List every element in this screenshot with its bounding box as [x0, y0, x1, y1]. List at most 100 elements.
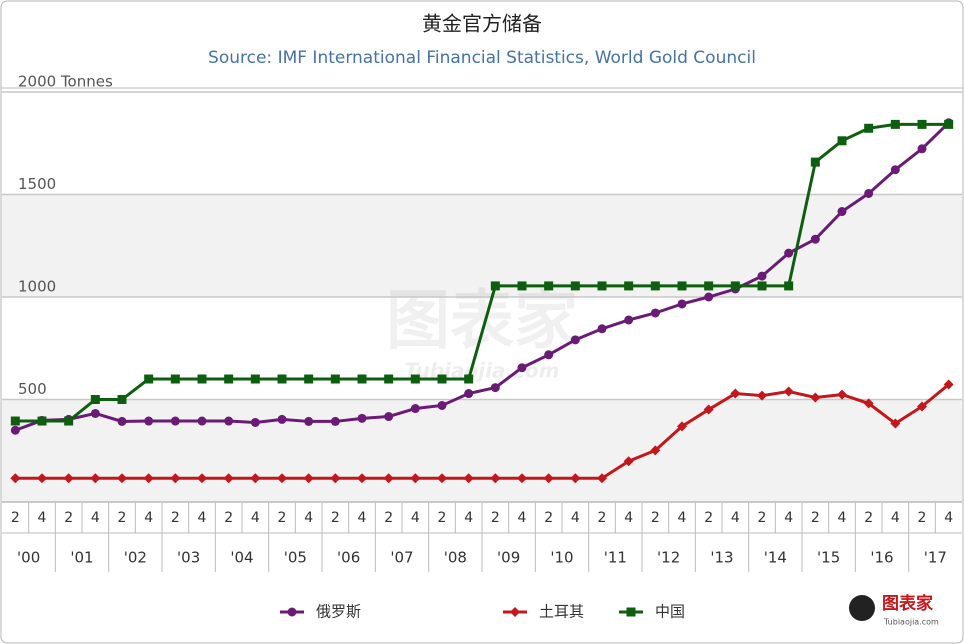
point — [117, 473, 127, 484]
point — [144, 416, 154, 426]
x-tick-label: 2 — [491, 510, 500, 526]
chart-title: 黄金官方储备 — [422, 12, 542, 36]
plot-band — [2, 194, 962, 297]
point — [224, 374, 234, 384]
x-group-label: '00 — [17, 549, 40, 567]
legend-label: 中国 — [655, 603, 685, 621]
point — [864, 188, 874, 198]
x-group-label: '05 — [284, 549, 307, 567]
point — [677, 281, 687, 291]
point — [810, 392, 821, 403]
point — [864, 123, 874, 133]
point — [890, 418, 901, 429]
point — [837, 389, 847, 400]
legend-marker — [287, 607, 297, 617]
x-group-label: '14 — [764, 549, 787, 567]
point — [464, 374, 474, 384]
x-tick-label: 4 — [304, 510, 313, 526]
point — [277, 473, 287, 484]
point — [730, 388, 741, 399]
point — [10, 425, 20, 435]
x-tick-label: 2 — [224, 510, 233, 526]
point — [463, 473, 474, 484]
x-tick-label: 2 — [864, 510, 873, 526]
point — [197, 374, 207, 384]
point — [544, 350, 554, 360]
point — [677, 299, 687, 309]
point — [250, 473, 261, 484]
point — [490, 281, 500, 291]
x-tick-label: 4 — [678, 510, 687, 526]
point — [570, 281, 580, 291]
point — [943, 379, 954, 390]
point — [650, 445, 661, 456]
point — [890, 165, 900, 175]
point — [730, 281, 740, 291]
point — [437, 374, 447, 384]
point — [304, 416, 314, 426]
point — [490, 383, 500, 393]
x-tick-label: 4 — [411, 510, 420, 526]
y-tick-label: 500 — [18, 380, 47, 398]
logo-url: Tubiaojia.com — [883, 618, 939, 627]
logo-icon — [849, 595, 875, 621]
y-tick-label: 1500 — [18, 175, 56, 193]
x-group-label: '11 — [604, 549, 627, 567]
logo-text: 图表家 — [882, 593, 933, 614]
legend-label: 土耳其 — [539, 603, 584, 621]
y-tick-label: 2000 Tonnes — [18, 73, 113, 91]
point — [357, 374, 367, 384]
point — [384, 412, 394, 422]
point — [143, 473, 154, 484]
x-tick-label: 4 — [358, 510, 367, 526]
point — [197, 473, 207, 484]
point — [597, 473, 607, 484]
x-tick-label: 4 — [91, 510, 100, 526]
point — [784, 248, 794, 258]
point — [517, 473, 527, 484]
point — [330, 374, 340, 384]
x-tick-label: 4 — [944, 510, 953, 526]
x-tick-label: 2 — [544, 510, 553, 526]
point — [224, 416, 234, 426]
point — [624, 315, 634, 325]
point — [63, 473, 74, 484]
x-tick-label: 2 — [171, 510, 180, 526]
x-group-label: '13 — [710, 549, 733, 567]
point — [410, 404, 420, 414]
x-tick-label: 4 — [731, 510, 740, 526]
y-tick-label: 1000 — [18, 278, 56, 296]
point — [703, 404, 714, 415]
point — [810, 234, 820, 244]
point — [784, 281, 794, 291]
x-tick-label: 4 — [251, 510, 260, 526]
point — [410, 473, 421, 484]
point — [757, 390, 767, 401]
x-group-label: '15 — [817, 549, 840, 567]
x-tick-label: 4 — [838, 510, 847, 526]
point — [704, 292, 714, 302]
point — [624, 281, 634, 291]
point — [357, 413, 367, 423]
point — [437, 400, 447, 410]
x-group-label: '03 — [177, 549, 200, 567]
point — [383, 473, 394, 484]
x-tick-label: 2 — [331, 510, 340, 526]
point — [10, 473, 21, 484]
point — [117, 416, 127, 426]
point — [757, 281, 767, 291]
point — [783, 386, 794, 397]
x-tick-label: 4 — [464, 510, 473, 526]
x-tick-label: 2 — [918, 510, 927, 526]
plot-band — [2, 399, 962, 502]
point — [544, 281, 554, 291]
point — [303, 473, 314, 484]
x-tick-label: 4 — [38, 510, 47, 526]
point — [437, 473, 447, 484]
point — [464, 389, 474, 399]
point — [170, 374, 180, 384]
point — [650, 281, 660, 291]
point — [757, 271, 767, 281]
point — [917, 119, 927, 129]
x-tick-label: 2 — [384, 510, 393, 526]
